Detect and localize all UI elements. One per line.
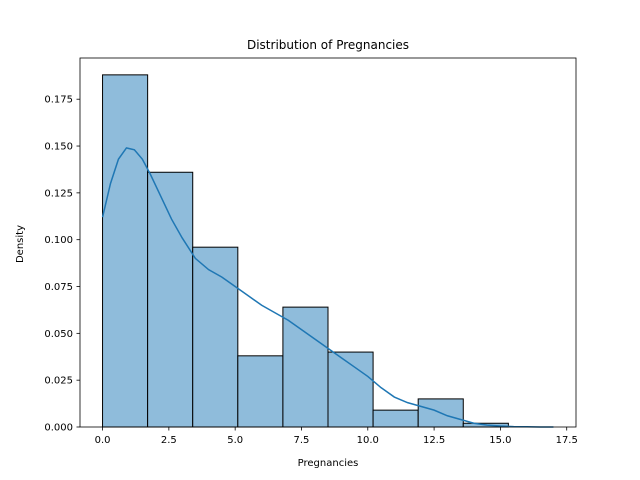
y-tick-label: 0.050 [44,329,73,340]
histogram-bar-2 [192,246,239,428]
histogram-bar-1 [147,171,194,428]
plot-frame [79,57,577,428]
y-tick-label: 0.075 [44,282,73,293]
x-tick-label: 12.5 [423,435,445,446]
histogram-bar-0 [102,74,149,428]
y-axis-label: Density [15,225,26,263]
histogram-bar-5 [327,351,374,428]
y-tick-label: 0.150 [44,142,73,153]
x-tick-label: 10.0 [357,435,379,446]
x-tick-label: 15.0 [489,435,511,446]
x-tick-label: 5.0 [227,435,243,446]
x-tick-label: 7.5 [294,435,310,446]
y-tick-label: 0.175 [44,95,73,106]
kde-curve [101,147,554,428]
y-axis-ticks: 0.000 0.025 0.050 0.075 0.100 0.125 0.150 0.175 [44,95,80,434]
x-axis-label: Pregnancies [298,458,359,469]
y-tick-label: 0.100 [44,235,73,246]
x-axis-ticks: 0.0 2.5 5.0 7.5 10.0 12.5 15.0 17.5 [95,427,578,446]
y-tick-label: 0.125 [44,188,73,199]
x-tick-label: 0.0 [95,435,111,446]
histogram-bar-3 [237,355,284,428]
histogram-bars [102,74,509,428]
x-tick-label: 2.5 [161,435,177,446]
chart-title: Distribution of Pregnancies [247,38,409,52]
histogram-bar-4 [282,306,329,428]
histogram-bar-6 [372,409,419,428]
y-tick-label: 0.025 [44,376,73,387]
x-tick-label: 17.5 [556,435,578,446]
y-tick-label: 0.000 [44,423,73,434]
